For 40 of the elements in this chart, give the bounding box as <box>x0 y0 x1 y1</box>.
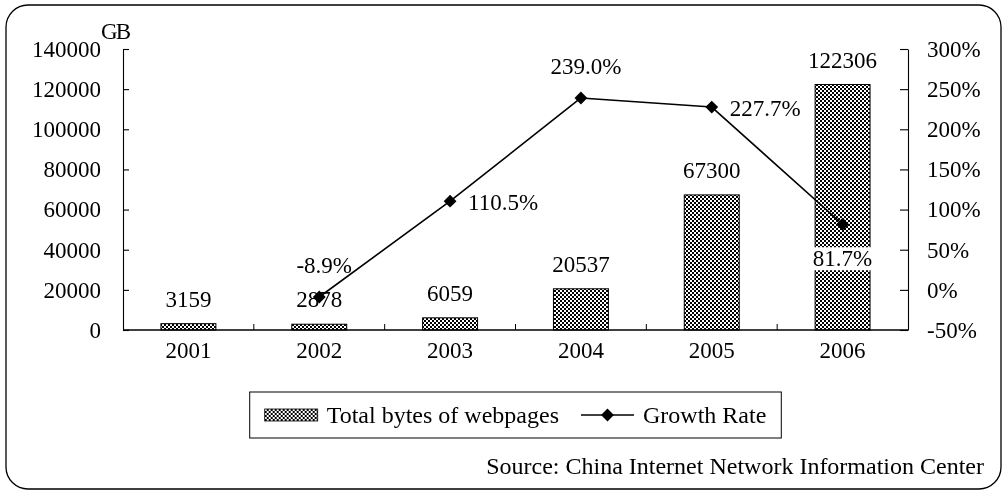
data-label: 67300 <box>683 157 741 183</box>
y-tick-label: 140000 <box>32 36 101 62</box>
point <box>574 91 588 105</box>
y2-tick-label: 300% <box>927 36 981 62</box>
point <box>443 194 457 208</box>
legend-label: Total bytes of webpages <box>326 402 559 428</box>
y-tick-label: 40000 <box>43 237 101 263</box>
y-tick-label: 20000 <box>43 277 101 303</box>
legend-label: Growth Rate <box>642 402 767 428</box>
data-label: 227.7% <box>729 96 801 122</box>
y-tick-label: 100000 <box>32 117 101 143</box>
data-label: 81.7% <box>812 246 873 272</box>
x-tick-label: 2006 <box>819 338 866 363</box>
data-label: 3159 <box>165 286 212 312</box>
y2-tick-label: 0% <box>927 277 958 303</box>
source-note: Source: China Internet Network Information Center <box>486 453 984 479</box>
y-axis-title: GB <box>101 19 131 44</box>
y-tick-label: 0 <box>89 317 101 343</box>
y2-tick-label: 250% <box>927 77 981 102</box>
y-tick-label: 80000 <box>43 157 101 183</box>
point <box>705 100 719 114</box>
y2-tick-label: 200% <box>927 117 981 143</box>
data-label: 6059 <box>427 280 474 306</box>
data-label: -8.9% <box>296 253 353 278</box>
y2-tick-label: 100% <box>927 197 981 223</box>
x-tick-label: 2002 <box>296 338 343 363</box>
data-label: 20537 <box>552 251 610 277</box>
y2-tick-label: 150% <box>927 157 981 183</box>
data-label: 110.5% <box>468 190 539 216</box>
y-tick-label: 60000 <box>43 197 101 223</box>
y2-tick-label: 50% <box>927 237 970 263</box>
x-tick-label: 2004 <box>557 338 605 363</box>
x-tick-label: 2001 <box>165 338 212 363</box>
x-tick-label: 2003 <box>427 338 474 363</box>
data-label: 122306 <box>808 47 878 73</box>
y-tick-label: 120000 <box>32 77 101 102</box>
y2-tick-label: -50% <box>927 317 977 343</box>
x-tick-label: 2005 <box>688 338 735 363</box>
point <box>836 217 849 231</box>
data-label: 239.0% <box>550 53 622 79</box>
